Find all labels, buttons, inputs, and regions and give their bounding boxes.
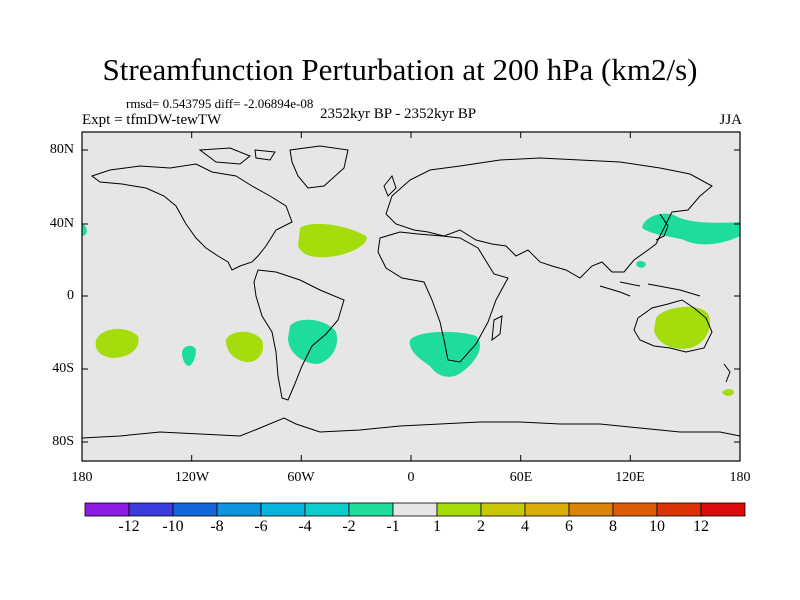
map-title: Streamfunction Perturbation at 200 hPa (…	[102, 52, 698, 87]
contour-fills	[82, 213, 740, 396]
coast-north-america	[90, 163, 293, 271]
x-label-60w: 60W	[287, 470, 315, 485]
colorbar-swatch	[172, 502, 218, 517]
colorbar-label: 6	[565, 518, 573, 535]
experiment-label: Expt = tfmDW-tewTW	[82, 112, 222, 128]
coast-new-zealand	[723, 363, 731, 383]
coast-south-america	[253, 269, 345, 401]
coast-uk	[383, 174, 397, 197]
colorbar-swatch	[392, 502, 438, 517]
colorbar	[84, 502, 746, 517]
coast-japan	[655, 213, 669, 241]
colorbar-swatch	[524, 502, 570, 517]
y-label-eq: 0	[67, 288, 74, 303]
colorbar-swatch	[436, 502, 482, 517]
colorbar-label: -2	[342, 518, 356, 535]
positive-anomaly-australia	[654, 306, 710, 349]
colorbar-label: 1	[433, 518, 441, 535]
colorbar-label: -12	[118, 518, 140, 535]
negative-anomaly-dateline-west	[82, 224, 87, 236]
x-label-0: 0	[407, 470, 415, 485]
x-label-180e: 180	[729, 470, 751, 485]
coast-indonesia	[599, 281, 701, 297]
colorbar-label: 10	[649, 518, 665, 535]
positive-anomaly-north-atlantic	[298, 223, 367, 258]
negative-anomaly-east-pacific	[182, 345, 196, 366]
y-label-40s: 40S	[52, 361, 74, 376]
colorbar-label: -6	[254, 518, 268, 535]
x-label-180w: 180	[71, 470, 93, 485]
period-label: 2352kyr BP - 2352kyr BP	[320, 106, 477, 122]
colorbar-label: -10	[162, 518, 184, 535]
colorbar-label: -1	[386, 518, 400, 535]
stats-text: rmsd= 0.543795 diff= -2.06894e-08	[126, 96, 314, 111]
colorbar-swatch	[568, 502, 614, 517]
positive-anomaly-new-zealand	[722, 389, 734, 396]
colorbar-swatch	[216, 502, 262, 517]
colorbar-swatch	[84, 502, 130, 517]
season-label: JJA	[719, 112, 742, 128]
y-label-80s: 80S	[52, 434, 74, 449]
axis-ticks	[81, 132, 741, 461]
colorbar-swatch	[304, 502, 350, 517]
x-label-120e: 120E	[615, 470, 645, 485]
colorbar-label: 2	[477, 518, 485, 535]
negative-anomaly-south-america	[288, 319, 338, 364]
coast-australia	[633, 299, 713, 353]
colorbar-label: 4	[521, 518, 529, 535]
coast-europe-asia	[385, 157, 713, 279]
x-label-120w: 120W	[174, 470, 210, 485]
colorbar-swatch	[480, 502, 526, 517]
map-ocean	[82, 132, 740, 461]
colorbar-label: 8	[609, 518, 617, 535]
positive-anomaly-south-pacific-west	[95, 328, 139, 358]
coast-africa	[377, 231, 509, 363]
coast-greenland	[289, 145, 349, 189]
colorbar-swatch	[700, 502, 746, 517]
negative-anomaly-taiwan	[636, 261, 646, 268]
y-label-80n: 80N	[49, 142, 74, 157]
x-label-60e: 60E	[509, 470, 533, 485]
colorbar-label: -8	[210, 518, 224, 535]
colorbar-swatch	[260, 502, 306, 517]
coastlines	[81, 145, 741, 439]
colorbar-label: -4	[298, 518, 312, 535]
y-label-40n: 40N	[49, 216, 74, 231]
colorbar-swatch	[348, 502, 394, 517]
coast-antarctica	[81, 417, 741, 439]
negative-anomaly-japan-pacific	[642, 213, 740, 245]
coast-madagascar	[491, 315, 503, 342]
positive-anomaly-south-pacific-east	[226, 331, 264, 363]
coast-arctic-islands	[198, 147, 276, 165]
colorbar-label: 12	[693, 518, 709, 535]
colorbar-swatch	[656, 502, 702, 517]
negative-anomaly-southern-africa	[409, 331, 481, 377]
colorbar-swatch	[612, 502, 658, 517]
colorbar-swatch	[128, 502, 174, 517]
